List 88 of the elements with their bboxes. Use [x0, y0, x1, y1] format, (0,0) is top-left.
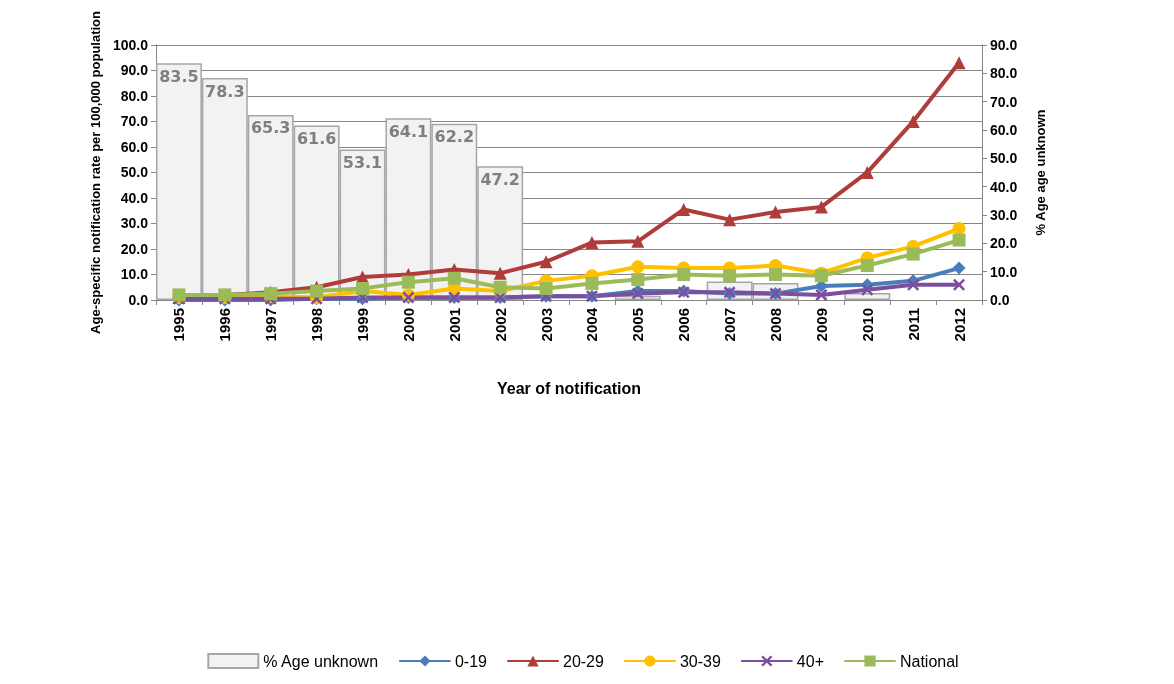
bar: [844, 292, 891, 300]
point: [401, 275, 415, 289]
y2-tick-label: 40.0: [990, 178, 1018, 195]
x-tick-label: 1998: [308, 308, 326, 342]
y2-tick-label: 30.0: [990, 206, 1018, 223]
y2-tick-label: 50.0: [990, 150, 1018, 167]
point: [493, 266, 507, 280]
x-tick-label: 2004: [583, 307, 601, 342]
point: [769, 205, 782, 219]
y2-axis-title: % Age age unknown: [1033, 109, 1048, 236]
y-tick-label: 0.0: [128, 292, 149, 308]
point: [723, 213, 737, 227]
y-tick-label: 90.0: [120, 62, 149, 79]
y2-tick-label: 10.0: [990, 263, 1018, 280]
y-tick-label: 50.0: [120, 164, 149, 181]
data-label: 62.2: [434, 127, 475, 147]
y-tick-label: 30.0: [120, 215, 149, 232]
x-tick-label: 2006: [675, 308, 693, 342]
data-label: 83.5: [159, 66, 199, 86]
point: [952, 261, 966, 275]
point: [723, 269, 737, 283]
y-tick-label: 100.0: [112, 36, 149, 53]
x-tick-label: 2003: [537, 308, 555, 342]
point: [952, 233, 966, 247]
x-tick-label: 2005: [629, 308, 647, 342]
y-axis-title: Age-specific notification rate per 100,000 population: [88, 10, 104, 334]
point: [585, 276, 599, 290]
data-label: 47.2: [480, 169, 520, 189]
data-label: 78.3: [205, 81, 245, 101]
x-tick-label: 2000: [399, 308, 417, 342]
legend-label: National: [899, 652, 959, 670]
point: [769, 267, 782, 281]
point: [677, 202, 691, 216]
point: [815, 288, 828, 301]
x-tick-label: 1995: [170, 308, 188, 342]
point: [631, 273, 645, 287]
data-label: 53.1: [342, 152, 383, 172]
point: [447, 271, 461, 285]
point: [631, 260, 645, 274]
point: [952, 222, 966, 236]
x-tick-label: 2009: [812, 308, 830, 342]
point: [906, 247, 920, 261]
data-label: 65.3: [250, 118, 291, 138]
x-axis-title: Year of notification: [496, 379, 642, 397]
y-tick-label: 20.0: [120, 240, 149, 257]
data-label: 61.6: [296, 128, 337, 148]
legend-label: 40+: [796, 652, 824, 670]
legend-label: 0-19: [454, 652, 488, 670]
point: [814, 200, 828, 214]
point: [493, 280, 507, 294]
legend-label: % Age unknown: [263, 652, 379, 670]
x-tick-label: 2008: [767, 308, 784, 342]
point: [907, 278, 920, 291]
y-tick-label: 70.0: [120, 113, 149, 130]
point: [861, 283, 874, 296]
point: [953, 278, 966, 291]
point: [585, 236, 599, 250]
point: [631, 234, 645, 248]
x-tick-label: 1996: [216, 308, 234, 342]
data-label: 64.1: [388, 121, 429, 141]
y-tick-label: 40.0: [120, 189, 149, 206]
x-tick-label: 2010: [858, 308, 876, 342]
x-tick-label: 2002: [491, 308, 509, 342]
y2-tick-label: 90.0: [990, 36, 1018, 53]
y2-tick-label: 70.0: [990, 93, 1018, 110]
point: [952, 56, 966, 70]
point: [860, 259, 874, 273]
y-tick-label: 10.0: [120, 266, 149, 283]
y2-tick-label: 80.0: [990, 65, 1018, 82]
x-tick-label: 2001: [445, 308, 463, 342]
y2-tick-label: 20.0: [990, 235, 1018, 252]
y-tick-label: 60.0: [120, 138, 149, 155]
x-tick-label: 1997: [262, 308, 280, 342]
legend-label: 20-29: [562, 652, 605, 670]
point: [539, 282, 553, 296]
point: [677, 267, 691, 281]
y2-tick-label: 0.0: [990, 292, 1010, 308]
x-tick-label: 2012: [950, 308, 968, 342]
x-tick-label: 2011: [904, 308, 922, 341]
point: [310, 284, 324, 298]
legend-label: 30-39: [679, 652, 721, 670]
point: [539, 255, 553, 269]
point: [860, 165, 874, 179]
x-tick-label: 1999: [354, 308, 371, 342]
y-tick-label: 80.0: [120, 87, 149, 104]
point: [906, 114, 920, 128]
y2-tick-label: 60.0: [990, 121, 1018, 138]
x-tick-label: 2007: [721, 308, 739, 342]
